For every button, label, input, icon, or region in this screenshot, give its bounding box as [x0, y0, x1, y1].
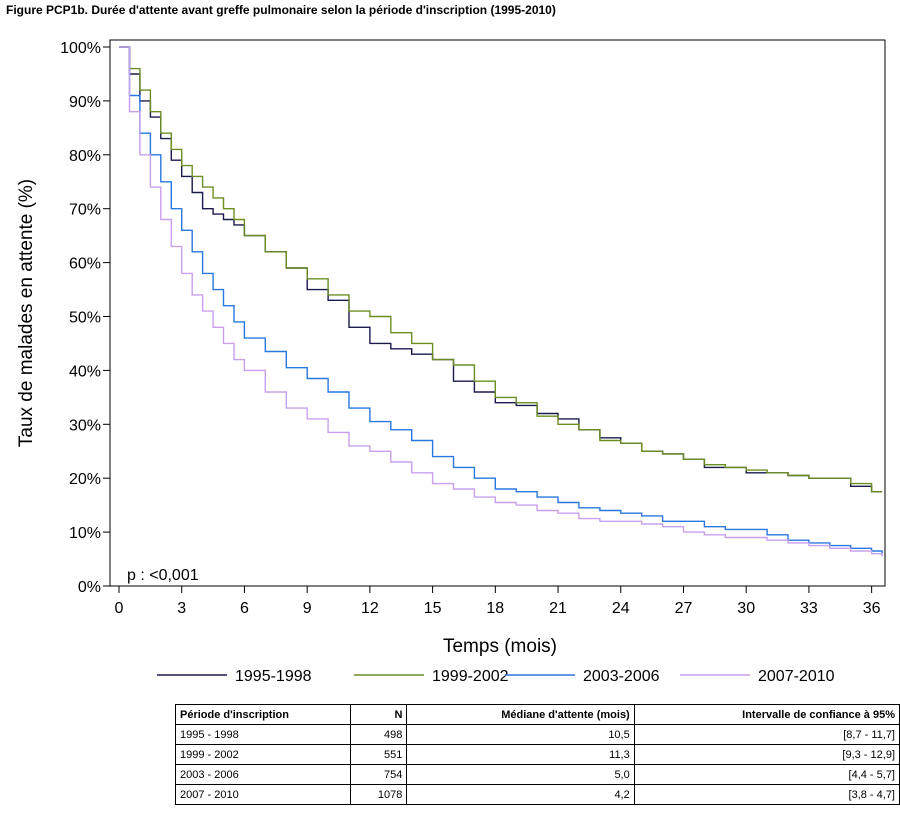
y-tick-label: 100%	[60, 40, 101, 57]
table-cell-n: 551	[349, 744, 408, 765]
figure-title: Figure PCP1b. Durée d'attente avant gref…	[6, 3, 556, 17]
table-cell-median: 10,5	[406, 724, 635, 745]
legend-label: 1999-2002	[432, 668, 509, 685]
y-tick-label: 30%	[69, 417, 101, 434]
plot-frame	[109, 39, 886, 587]
series-line-1995-1998	[119, 46, 883, 493]
table-row: 2007 - 2010 1078 4,2 [3,8 - 4,7]	[175, 784, 900, 805]
legend: 1995-1998 1999-2002 2003-2006 2007-2010	[157, 668, 835, 685]
table-cell-ci: [4,4 - 5,7]	[633, 764, 900, 785]
x-tick-label: 36	[863, 600, 881, 617]
x-tick-label: 24	[612, 600, 630, 617]
x-tick-label: 21	[549, 600, 567, 617]
series-line-1999-2002	[119, 46, 883, 493]
y-tick-label: 0%	[78, 579, 101, 596]
table-header-median: Médiane d'attente (mois)	[406, 704, 635, 725]
table-cell-median: 4,2	[406, 784, 635, 805]
table-cell-n: 754	[349, 764, 408, 785]
table-cell-median: 5,0	[406, 764, 635, 785]
table-cell-n: 1078	[349, 784, 408, 805]
x-tick-label: 0	[115, 600, 124, 617]
x-tick-label: 3	[177, 600, 186, 617]
y-tick-label: 50%	[69, 310, 101, 327]
x-tick-label: 9	[303, 600, 312, 617]
table-cell-period: 1995 - 1998	[175, 724, 351, 745]
legend-label: 2007-2010	[758, 668, 835, 685]
table-cell-median: 11,3	[406, 744, 635, 765]
table-cell-period: 1999 - 2002	[175, 744, 351, 765]
table-cell-ci: [8,7 - 11,7]	[633, 724, 900, 745]
table-row: 1995 - 1998 498 10,5 [8,7 - 11,7]	[175, 724, 900, 745]
table-header-row: Période d'inscription N Médiane d'attent…	[175, 704, 900, 725]
table-header-period: Période d'inscription	[175, 704, 351, 725]
x-axis: 0 3 6 9 12 15 18 21 24 27 30 33 36	[115, 586, 881, 617]
y-tick-label: 40%	[69, 363, 101, 380]
series-line-2003-2006	[119, 46, 883, 554]
table-cell-ci: [9,3 - 12,9]	[633, 744, 900, 765]
series-layer	[119, 46, 883, 557]
x-tick-label: 15	[424, 600, 442, 617]
survival-chart: 0 3 6 9 12 15 18 21 24 27 30 33 36 0%10%20%30%40%50%…	[16, 39, 886, 685]
x-tick-label: 33	[800, 600, 818, 617]
y-tick-label: 60%	[69, 256, 101, 273]
table-cell-period: 2007 - 2010	[175, 784, 351, 805]
y-tick-label: 90%	[69, 94, 101, 111]
x-tick-label: 27	[675, 600, 693, 617]
y-tick-label: 70%	[69, 202, 101, 219]
median-wait-table: Période d'inscription N Médiane d'attent…	[175, 704, 900, 805]
y-axis-title: Taux de malades en attente (%)	[16, 179, 37, 447]
table-row: 1999 - 2002 551 11,3 [9,3 - 12,9]	[175, 744, 900, 765]
y-tick-label: 80%	[69, 148, 101, 165]
table-row: 2003 - 2006 754 5,0 [4,4 - 5,7]	[175, 764, 900, 785]
table-header-ci: Intervalle de confiance à 95%	[633, 704, 900, 725]
table-header-n: N	[349, 704, 408, 725]
x-tick-label: 6	[240, 600, 249, 617]
table-cell-n: 498	[349, 724, 408, 745]
x-tick-label: 12	[361, 600, 379, 617]
legend-label: 1995-1998	[235, 668, 312, 685]
y-axis: 0% 10% 20% 30% 40% 50% 60% 70% 80% 90% 100%	[60, 40, 110, 596]
table-cell-period: 2003 - 2006	[175, 764, 351, 785]
y-tick-label: 20%	[69, 471, 101, 488]
y-tick-label: 10%	[69, 525, 101, 542]
x-tick-label: 18	[486, 600, 504, 617]
x-tick-label: 30	[737, 600, 755, 617]
table-cell-ci: [3,8 - 4,7]	[633, 784, 900, 805]
series-line-2007-2010	[119, 46, 883, 557]
p-value-annotation: p : <0,001	[127, 567, 199, 584]
legend-label: 2003-2006	[583, 668, 660, 685]
x-axis-title: Temps (mois)	[443, 636, 557, 657]
